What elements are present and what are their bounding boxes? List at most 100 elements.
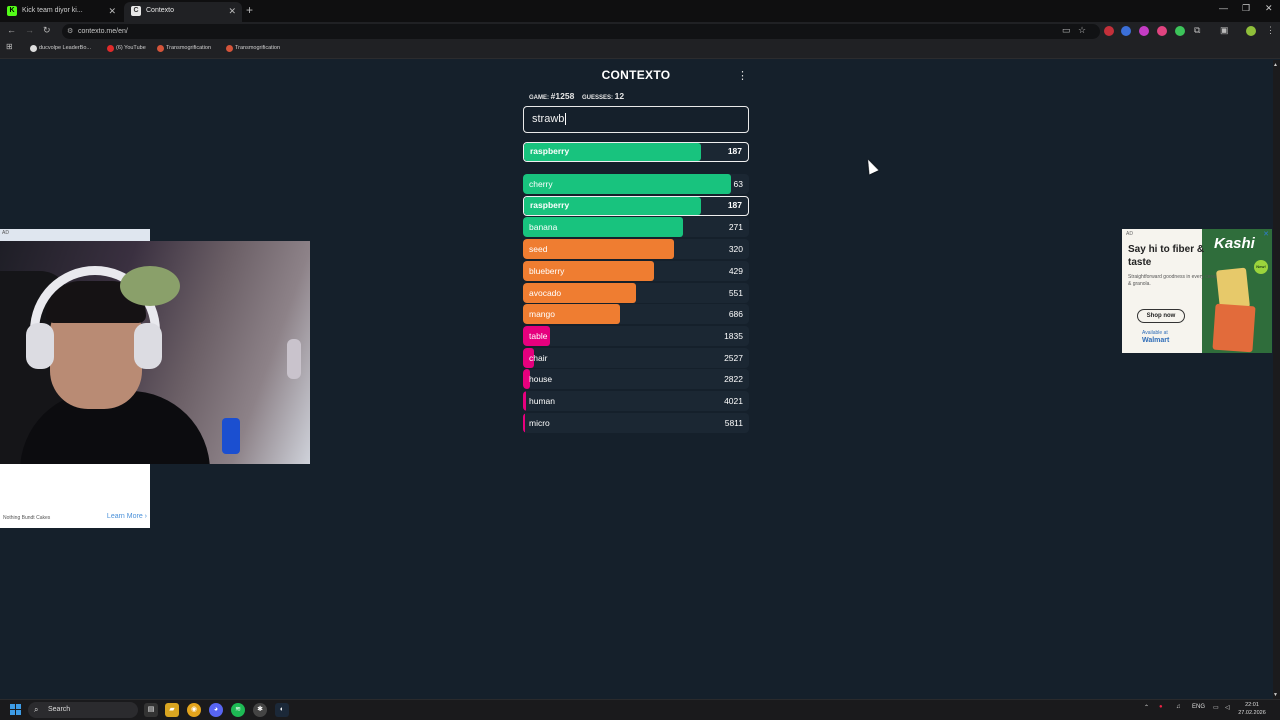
file-explorer-icon[interactable]: ▰ xyxy=(165,703,179,717)
text-caret xyxy=(565,113,567,126)
chrome-icon[interactable]: ◉ xyxy=(187,703,201,717)
ad-subtext: Straightforward goodness in every cereal… xyxy=(1128,274,1219,287)
proximity-bar xyxy=(523,282,636,303)
reload-icon[interactable]: ↻ xyxy=(43,25,51,35)
microphone-icon[interactable]: ♫ xyxy=(1176,704,1181,710)
ad-brand: Nothing Bundt Cakes xyxy=(3,515,51,521)
proximity-bar xyxy=(523,391,527,411)
tab-contexto[interactable]: C Contexto ✕ xyxy=(124,2,242,22)
close-window-icon[interactable]: ✕ xyxy=(1265,3,1273,13)
more-menu-icon[interactable]: ⋮ xyxy=(1266,25,1275,35)
guess-row: seed 320 xyxy=(523,239,749,260)
apps-grid-icon[interactable]: ⊞ xyxy=(6,42,13,51)
extension-icon[interactable] xyxy=(1139,26,1149,36)
ad-tag: AD xyxy=(2,230,9,236)
volume-icon[interactable]: ◁ xyxy=(1225,705,1230,711)
extensions-puzzle-icon[interactable]: ⧉ xyxy=(1194,25,1201,35)
tab-title: Contexto xyxy=(146,7,175,14)
guess-distance: 271 xyxy=(728,222,743,233)
ad-kashi[interactable]: AD ✕ Say hi to fiber & taste Straightfor… xyxy=(1122,229,1272,353)
guess-word: blueberry xyxy=(529,265,565,276)
minimize-icon[interactable]: — xyxy=(1219,3,1228,13)
proximity-bar xyxy=(523,304,621,325)
walmart-logo: Walmart xyxy=(1142,337,1170,344)
guess-distance: 4021 xyxy=(724,396,743,406)
guess-word: seed xyxy=(529,244,548,255)
game-info: GAME: #1258 GUESSES: 12 xyxy=(529,91,630,101)
bookmark-item[interactable]: Transmogrification xyxy=(226,45,280,52)
site-info-icon[interactable]: ⚙ xyxy=(67,28,74,35)
proximity-bar xyxy=(523,412,526,433)
tray-overflow-icon[interactable]: ⌃ xyxy=(1144,705,1150,711)
tab-kick[interactable]: K Kick team diyor ki... ✕ xyxy=(0,2,122,22)
proximity-bar xyxy=(523,325,551,346)
bookmark-item[interactable]: Transmogrification xyxy=(157,45,211,52)
language-indicator[interactable]: ENG xyxy=(1192,704,1206,710)
url-text: contexto.me/en/ xyxy=(78,28,128,35)
bookmark-label: (6) YouTube xyxy=(116,45,146,51)
youtube-icon xyxy=(107,45,114,52)
guess-row: micro 5811 xyxy=(523,412,749,433)
scroll-down-icon[interactable]: ▼ xyxy=(1273,692,1278,698)
extension-icon[interactable] xyxy=(1175,26,1185,36)
guess-word: house xyxy=(529,374,553,385)
guess-row: avocado 551 xyxy=(523,282,749,303)
clock-date: 27.02.2026 xyxy=(1238,710,1266,716)
guess-word: micro xyxy=(529,417,550,428)
taskbar-search[interactable]: ⌕ Search xyxy=(28,702,138,718)
proximity-bar xyxy=(523,260,655,281)
taskbar-search-label: Search xyxy=(48,706,71,713)
spotify-icon[interactable]: ≋ xyxy=(231,703,245,717)
ad-banner-top[interactable]: AD xyxy=(0,229,150,241)
profile-avatar[interactable] xyxy=(1246,26,1256,36)
task-view-icon[interactable]: ▤ xyxy=(144,703,158,717)
bookmark-item[interactable]: (6) YouTube xyxy=(107,45,146,52)
system-clock[interactable]: 22:01 27.02.2026 xyxy=(1236,701,1268,717)
windows-start-icon[interactable] xyxy=(10,704,22,716)
guess-distance: 5811 xyxy=(724,417,743,428)
ad-available-text: Available at xyxy=(1142,330,1168,336)
address-bar[interactable]: ⚙ contexto.me/en/ xyxy=(62,24,1100,39)
guess-word: human xyxy=(529,396,555,406)
steam-icon[interactable]: ◐ xyxy=(275,703,289,717)
bookmark-star-icon[interactable]: ☆ xyxy=(1078,25,1087,35)
ad-close-icon[interactable]: ✕ xyxy=(1263,231,1269,238)
back-icon[interactable]: ← xyxy=(7,25,16,35)
new-tab-plus-icon[interactable]: + xyxy=(246,3,254,17)
guess-row: blueberry 429 xyxy=(523,260,749,281)
extension-icon[interactable] xyxy=(1104,26,1114,36)
tray-app-icon[interactable]: ● xyxy=(1159,704,1163,710)
proximity-bar xyxy=(523,369,530,390)
windows-taskbar: ⌕ Search ▤ ▰ ◉ ◕ ≋ ✱ ◐ ⌃ ● ♫ ENG ▭ ◁ 22:… xyxy=(0,699,1280,720)
guess-row: raspberry 187 xyxy=(523,195,749,216)
cast-icon[interactable]: ▭ xyxy=(1062,25,1071,35)
guess-distance: 2527 xyxy=(724,352,743,363)
page-scrollbar[interactable]: ▲ ▼ xyxy=(1273,60,1280,700)
new-badge: New! xyxy=(1254,260,1268,274)
forward-icon[interactable]: → xyxy=(25,25,34,35)
settings-gear-icon[interactable]: ✱ xyxy=(253,703,267,717)
tab-title: Kick team diyor ki... xyxy=(22,7,83,14)
guess-row: chair 2527 xyxy=(523,347,749,368)
more-options-icon[interactable]: ⋮ xyxy=(737,70,748,82)
close-icon[interactable]: ✕ xyxy=(228,6,236,16)
extension-icon[interactable] xyxy=(1157,26,1167,36)
shop-now-button[interactable]: Shop now xyxy=(1137,309,1185,323)
learn-more-link[interactable]: Learn More › xyxy=(106,513,147,520)
game-title: CONTEXTO xyxy=(601,68,671,82)
discord-icon[interactable]: ◕ xyxy=(209,703,223,717)
guess-word: table xyxy=(529,330,548,341)
ad-banner-bottom[interactable]: Nothing Bundt Cakes Learn More › xyxy=(0,464,150,528)
restore-icon[interactable]: ❐ xyxy=(1242,3,1251,13)
tab-strip: K Kick team diyor ki... ✕ C Contexto ✕ +… xyxy=(0,0,1280,22)
network-icon[interactable]: ▭ xyxy=(1213,705,1219,711)
extension-icon[interactable] xyxy=(1121,26,1131,36)
scroll-up-icon[interactable]: ▲ xyxy=(1273,62,1278,68)
kick-favicon-icon: K xyxy=(7,6,17,16)
close-icon[interactable]: ✕ xyxy=(108,6,116,16)
bookmark-favicon-icon xyxy=(30,45,37,52)
guess-input[interactable]: strawb xyxy=(523,106,749,133)
guess-word: avocado xyxy=(529,287,562,298)
sidebar-icon[interactable]: ▣ xyxy=(1220,25,1229,35)
bookmark-item[interactable]: ducvolpe LeaderBo... xyxy=(30,45,91,52)
